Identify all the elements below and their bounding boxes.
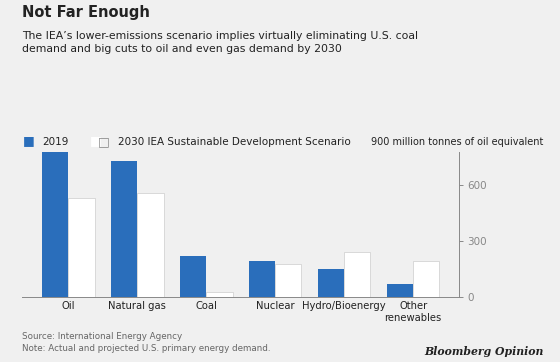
Text: ■: ■	[90, 134, 101, 147]
Text: Bloomberg Opinion: Bloomberg Opinion	[424, 346, 543, 357]
Bar	[276, 264, 301, 297]
Bar	[111, 161, 137, 297]
Text: 2030 IEA Sustainable Development Scenario: 2030 IEA Sustainable Development Scenari…	[118, 136, 351, 147]
Bar	[137, 193, 164, 297]
Bar	[413, 261, 440, 297]
Text: 900 million tonnes of oil equivalent: 900 million tonnes of oil equivalent	[371, 136, 543, 147]
Bar	[318, 269, 344, 297]
Bar	[68, 198, 95, 297]
Bar	[344, 252, 370, 297]
Text: ■: ■	[22, 134, 34, 147]
Bar	[206, 292, 232, 297]
Bar	[387, 284, 413, 297]
Bar	[180, 256, 206, 297]
Text: Source: International Energy Agency
Note: Actual and projected U.S. primary ener: Source: International Energy Agency Note…	[22, 332, 271, 353]
Text: □: □	[98, 135, 110, 148]
Bar	[42, 147, 68, 297]
Text: 2019: 2019	[42, 136, 68, 147]
Text: The IEA’s lower-emissions scenario implies virtually eliminating U.S. coal
deman: The IEA’s lower-emissions scenario impli…	[22, 31, 418, 54]
Bar	[249, 261, 276, 297]
Text: Not Far Enough: Not Far Enough	[22, 5, 150, 20]
